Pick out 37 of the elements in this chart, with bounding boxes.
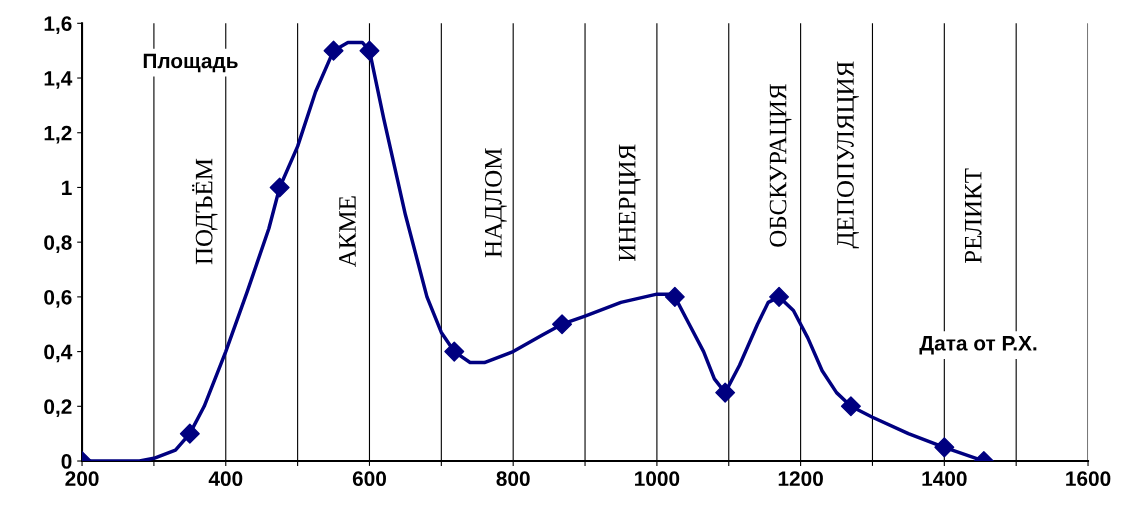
point (269, 177, 290, 198)
x-tick-label: 800 (496, 471, 530, 487)
point (934, 437, 955, 458)
point (769, 286, 790, 307)
x-tick-label: 400 (208, 471, 243, 487)
y-tick-label: 0 (61, 454, 72, 469)
annotation: АКМЕ (339, 196, 356, 268)
y-tick-label: 1,2 (44, 125, 72, 144)
y-tick-label: 1 (62, 180, 72, 195)
x-tick-label: 1000 (635, 471, 680, 487)
annotation: ПОДЪЁМ (191, 158, 218, 265)
point (444, 341, 465, 362)
y-tick-label: 0,8 (44, 235, 72, 253)
annotation: ИНЕРЦИЯ (618, 144, 641, 262)
annotation: ОБСКУРАЦИЯ (769, 84, 792, 247)
point (179, 423, 200, 444)
point (840, 396, 861, 417)
annotation: Площадь (143, 53, 238, 73)
x-tick-label: 200 (65, 471, 99, 487)
x-tick-label: 600 (352, 471, 386, 487)
y-tick-label: 0,4 (44, 344, 73, 363)
y-tick-label: 0,2 (44, 399, 72, 418)
y-tick-label: 1,6 (44, 16, 72, 35)
annotation: НАДЛОМ (484, 148, 507, 258)
annotation: ДЕПОПУЛЯЦИЯ (837, 61, 859, 249)
x-tick-label: 1400 (922, 471, 967, 487)
annotation: Дата от Р.Х. (919, 336, 1037, 355)
x-tick-label: 1200 (778, 471, 823, 487)
y-tick-label: 0,6 (44, 289, 72, 308)
point (664, 286, 685, 307)
x-tick-label: 1600 (1066, 471, 1111, 487)
point (715, 382, 736, 403)
point (323, 40, 344, 61)
annotation: РЕЛИКТ (965, 168, 982, 264)
y-tick-label: 1,4 (44, 71, 73, 89)
point (359, 40, 380, 61)
point (552, 314, 573, 335)
